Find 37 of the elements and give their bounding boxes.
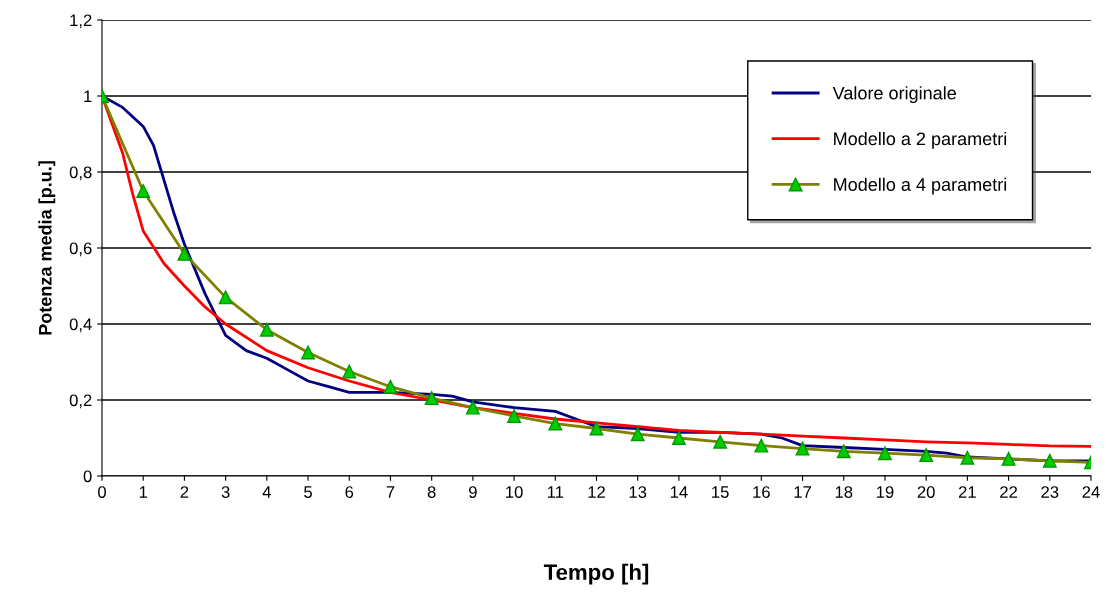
- x-tick-label: 23: [1041, 486, 1059, 498]
- x-tick-label: 9: [469, 486, 477, 498]
- x-tick-label: 12: [588, 486, 605, 498]
- x-tick-label: 0: [98, 486, 106, 498]
- x-tick-label: 22: [1000, 486, 1018, 498]
- x-tick-label: 20: [917, 486, 935, 498]
- x-tick-label: 10: [506, 486, 523, 498]
- legend-label: Valore originale: [832, 86, 956, 104]
- x-tick-label: 8: [427, 486, 436, 498]
- y-tick-label: 0,8: [69, 166, 92, 181]
- y-tick-label: 0,4: [69, 318, 92, 333]
- x-tick-label: 13: [629, 486, 647, 498]
- y-tick-label: 1,2: [70, 14, 92, 29]
- x-tick-label: 5: [304, 486, 312, 498]
- x-tick-label: 24: [1082, 486, 1100, 498]
- x-tick-label: 17: [794, 486, 811, 498]
- x-tick-label: 11: [547, 486, 564, 498]
- y-axis-title: Potenza media [p.u.]: [38, 161, 56, 335]
- x-tick-label: 6: [345, 486, 354, 498]
- y-tick-label: 0,2: [69, 394, 92, 409]
- x-tick-label: 19: [876, 486, 894, 498]
- x-tick-label: 4: [262, 486, 271, 498]
- x-tick-label: 2: [180, 486, 189, 498]
- y-tick-label: 1: [84, 90, 92, 103]
- x-tick-label: 18: [835, 486, 853, 498]
- x-tick-label: 21: [958, 486, 976, 498]
- y-tick-label: 0: [83, 470, 92, 483]
- x-tick-label: 1: [139, 486, 148, 498]
- x-tick-label: 16: [753, 486, 770, 498]
- x-tick-label: 15: [712, 486, 729, 498]
- x-tick-label: 3: [221, 486, 230, 498]
- y-tick-label: 0,6: [69, 242, 92, 257]
- x-tick-label: 14: [670, 486, 688, 498]
- x-tick-label: 7: [386, 486, 395, 498]
- x-axis-title: Tempo [h]: [543, 563, 649, 585]
- legend-label: Modello a 4 parametri: [834, 177, 1007, 195]
- legend-label: Modello a 2 parametri: [834, 131, 1007, 149]
